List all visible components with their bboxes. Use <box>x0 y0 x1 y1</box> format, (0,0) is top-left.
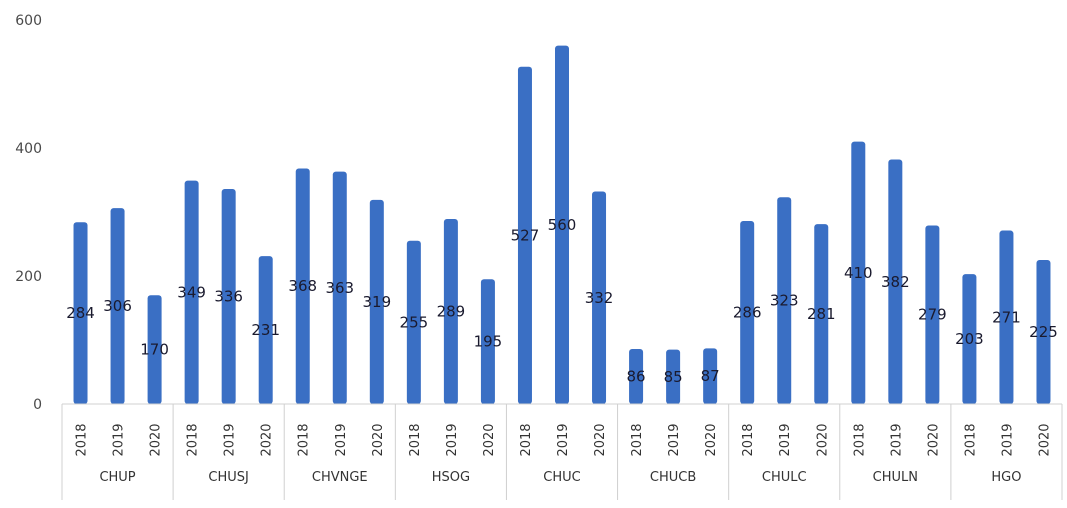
data-label: 410 <box>844 264 873 282</box>
data-label: 195 <box>474 333 503 351</box>
bar <box>777 197 792 404</box>
year-label: 2020 <box>1037 423 1052 456</box>
category-label: HSOG <box>432 470 470 485</box>
year-label: 2019 <box>556 423 571 456</box>
data-label: 281 <box>807 305 836 323</box>
data-label: 527 <box>511 226 540 244</box>
year-label: 2018 <box>75 423 90 456</box>
data-label: 332 <box>585 289 614 307</box>
bar <box>369 199 384 404</box>
bar <box>888 159 903 404</box>
year-label: 2020 <box>371 423 386 456</box>
bar <box>740 220 755 404</box>
bars <box>73 45 1051 404</box>
year-label: 2018 <box>852 423 867 456</box>
data-label: 289 <box>437 303 466 321</box>
year-label: 2019 <box>778 423 793 456</box>
y-axis-ticks: 0 200 400 600 <box>15 13 42 413</box>
year-label: 2018 <box>741 423 756 456</box>
year-label: 2018 <box>408 423 423 456</box>
category-label: CHULC <box>762 470 807 485</box>
bar <box>925 225 940 404</box>
data-label: 323 <box>770 292 799 310</box>
year-label: 2020 <box>815 423 830 456</box>
category-label: CHVNGE <box>312 470 368 485</box>
data-label: 271 <box>992 308 1021 326</box>
bar <box>703 348 718 404</box>
bar <box>258 256 273 404</box>
category-label: CHUP <box>99 470 135 485</box>
y-tick-label: 0 <box>33 397 42 413</box>
bar <box>480 279 495 404</box>
year-label: 2020 <box>926 423 941 456</box>
year-label: 2020 <box>149 423 164 456</box>
bar <box>851 141 866 404</box>
data-label: 203 <box>955 330 984 348</box>
bar <box>555 45 569 404</box>
category-label: CHUSJ <box>208 470 248 485</box>
category-label: CHUCB <box>650 470 696 485</box>
year-label: 2020 <box>482 423 497 456</box>
category-label: CHULN <box>873 470 918 485</box>
bar <box>1036 260 1051 404</box>
data-labels: 284 306 170 349 336 231 368 363 319 255 289 195 527 5… <box>66 216 1058 386</box>
data-label: 349 <box>177 283 206 301</box>
year-label: 2019 <box>334 423 349 456</box>
bar <box>147 295 162 404</box>
year-label: 2019 <box>667 423 682 456</box>
bar <box>517 66 532 404</box>
data-label: 170 <box>140 341 169 359</box>
year-label: 2020 <box>593 423 608 456</box>
data-label: 225 <box>1029 323 1058 341</box>
bar <box>221 188 236 404</box>
year-label: 2019 <box>445 423 460 456</box>
bar <box>73 222 88 404</box>
bar <box>592 191 607 404</box>
data-label: 560 <box>548 216 577 234</box>
year-label: 2020 <box>260 423 275 456</box>
data-label: 255 <box>400 313 429 331</box>
bar <box>332 171 347 404</box>
bar <box>295 168 310 404</box>
bar <box>666 349 681 404</box>
bar <box>184 180 199 404</box>
year-label: 2018 <box>186 423 201 456</box>
data-label: 279 <box>918 306 947 324</box>
year-label: 2019 <box>112 423 127 456</box>
year-label: 2018 <box>297 423 312 456</box>
year-label: 2018 <box>519 423 534 456</box>
bar <box>443 219 458 404</box>
bar <box>814 224 829 404</box>
bar <box>999 230 1014 404</box>
category-label: HGO <box>991 470 1021 485</box>
bar <box>962 274 977 404</box>
data-label: 306 <box>103 297 132 315</box>
year-label: 2019 <box>223 423 238 456</box>
bar <box>406 240 421 404</box>
year-label: 2019 <box>1000 423 1015 456</box>
data-label: 319 <box>362 293 391 311</box>
category-label: CHUC <box>543 470 580 485</box>
bar <box>110 208 125 404</box>
bar <box>629 348 644 404</box>
data-label: 231 <box>251 321 280 339</box>
data-label: 286 <box>733 303 762 321</box>
data-label: 382 <box>881 273 910 291</box>
data-label: 284 <box>66 304 95 322</box>
year-label: 2018 <box>963 423 978 456</box>
year-label: 2020 <box>704 423 719 456</box>
data-label: 368 <box>288 277 317 295</box>
data-label: 87 <box>701 367 720 385</box>
data-label: 363 <box>325 279 354 297</box>
y-tick-label: 600 <box>15 13 42 29</box>
year-label: 2018 <box>630 423 645 456</box>
data-label: 85 <box>664 368 683 386</box>
y-tick-label: 400 <box>15 141 42 157</box>
data-label: 86 <box>627 367 646 385</box>
year-label: 2019 <box>889 423 904 456</box>
data-label: 336 <box>214 287 243 305</box>
y-tick-label: 200 <box>15 269 42 285</box>
